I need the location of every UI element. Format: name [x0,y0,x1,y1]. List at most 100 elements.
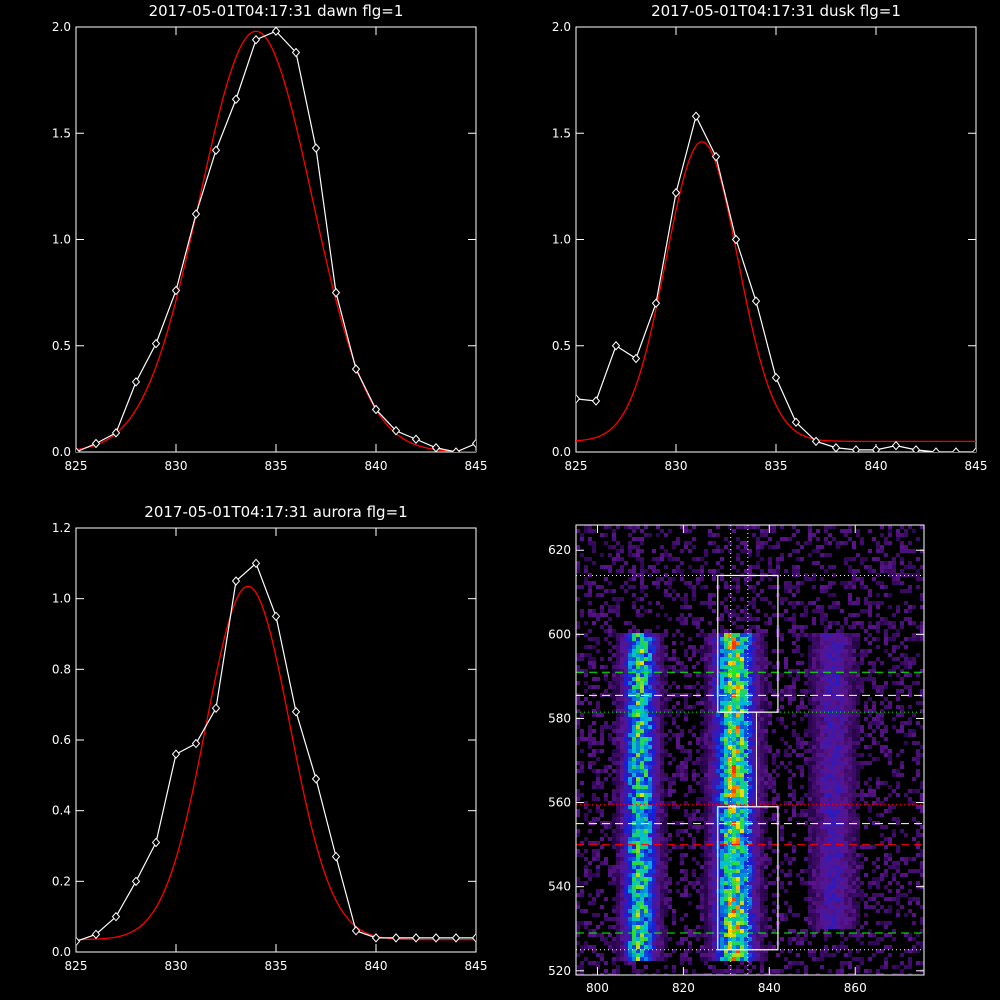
heatmap-cell [656,897,660,901]
heatmap-cell [824,569,828,573]
heatmap-cell [716,769,720,773]
heatmap-cell [724,937,728,941]
heatmap-cell [748,897,752,901]
heatmap-cell [612,797,616,801]
heatmap-cell [744,921,748,925]
heatmap-cell [824,697,828,701]
heatmap-cell [600,813,604,817]
heatmap-cell [764,917,768,921]
data-point-marker [576,394,581,404]
heatmap-cell [752,841,756,845]
heatmap-cell [660,937,664,941]
heatmap-cell [744,777,748,781]
heatmap-cell [676,565,680,569]
heatmap-cell [588,653,592,657]
heatmap-cell [656,845,660,849]
heatmap-cell [724,733,728,737]
heatmap-cell [632,761,636,765]
heatmap-cell [628,737,632,741]
heatmap-cell [596,741,600,745]
heatmap-cell [748,673,752,677]
heatmap-cell [632,801,636,805]
heatmap-cell [820,613,824,617]
heatmap-cell [848,825,852,829]
heatmap-cell [764,597,768,601]
heatmap-cell [764,861,768,865]
heatmap-cell [620,777,624,781]
heatmap-cell [656,873,660,877]
heatmap-cell [744,813,748,817]
heatmap-cell [604,861,608,865]
heatmap-cell [744,769,748,773]
heatmap-cell [624,713,628,717]
heatmap-cell [708,885,712,889]
heatmap-cell [640,793,644,797]
heatmap-cell [764,649,768,653]
heatmap-cell [820,765,824,769]
heatmap-cell [732,621,736,625]
heatmap-cell [768,601,772,605]
heatmap-cell [812,657,816,661]
heatmap-cell [808,729,812,733]
heatmap-cell [628,713,632,717]
heatmap-cell [636,613,640,617]
heatmap-cell [840,825,844,829]
heatmap-cell [632,717,636,721]
heatmap-cell [768,681,772,685]
heatmap-cell [840,665,844,669]
heatmap-cell [580,973,584,975]
heatmap-cell [644,609,648,613]
heatmap-cell [744,937,748,941]
heatmap-cell [792,845,796,849]
heatmap-cell [656,921,660,925]
heatmap-cell [724,537,728,541]
heatmap-cell [780,837,784,841]
heatmap-cell [844,689,848,693]
heatmap-cell [832,729,836,733]
heatmap-cell [812,641,816,645]
heatmap-cell [704,673,708,677]
heatmap-cell [624,661,628,665]
heatmap-cell [660,701,664,705]
heatmap-cell [844,945,848,949]
heatmap-cell [700,785,704,789]
heatmap-cell [664,669,668,673]
heatmap-cell [812,777,816,781]
heatmap-cell [608,917,612,921]
heatmap-cell [680,633,684,637]
heatmap-cell [824,949,828,953]
heatmap-cell [724,665,728,669]
heatmap-cell [712,873,716,877]
heatmap-cell [784,657,788,661]
heatmap-cell [848,881,852,885]
heatmap-cell [680,577,684,581]
heatmap-cell [776,717,780,721]
heatmap-cell [608,821,612,825]
heatmap-cell [624,761,628,765]
heatmap-cell [696,625,700,629]
heatmap-cell [628,689,632,693]
heatmap-cell [748,685,752,689]
heatmap-cell [764,677,768,681]
heatmap-cell [608,869,612,873]
heatmap-cell [828,701,832,705]
heatmap-cell [616,769,620,773]
heatmap-cell [620,737,624,741]
heatmap-cell [828,885,832,889]
heatmap-cell [664,793,668,797]
heatmap-cell [660,885,664,889]
heatmap-cell [684,953,688,957]
heatmap-cell [820,689,824,693]
heatmap-cell [636,637,640,641]
heatmap-cell [724,913,728,917]
heatmap-cell [836,917,840,921]
heatmap-cell [644,649,648,653]
heatmap-cell [616,685,620,689]
heatmap-cell [780,525,784,529]
heatmap-cell [740,941,744,945]
heatmap-cell [616,913,620,917]
heatmap-cell [648,565,652,569]
heatmap-cell [748,957,752,961]
heatmap-cell [700,825,704,829]
heatmap-cell [808,917,812,921]
